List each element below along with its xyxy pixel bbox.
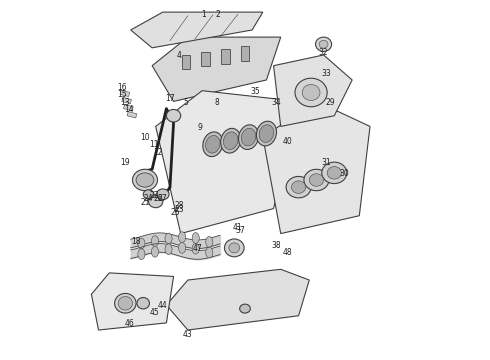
Ellipse shape <box>138 249 145 260</box>
Ellipse shape <box>192 243 199 254</box>
Ellipse shape <box>316 37 332 51</box>
Ellipse shape <box>292 181 306 193</box>
Ellipse shape <box>132 169 157 191</box>
Text: 19: 19 <box>121 158 130 167</box>
Ellipse shape <box>256 121 276 146</box>
Text: 17: 17 <box>165 94 175 103</box>
Ellipse shape <box>138 238 145 249</box>
Text: 2: 2 <box>216 10 220 19</box>
Ellipse shape <box>165 244 172 255</box>
Ellipse shape <box>178 232 186 243</box>
Text: 41: 41 <box>232 222 242 231</box>
Text: 28: 28 <box>174 201 184 210</box>
Bar <box>221 49 230 64</box>
Ellipse shape <box>115 293 136 313</box>
Text: 34: 34 <box>271 98 281 107</box>
Ellipse shape <box>286 176 311 198</box>
Ellipse shape <box>203 132 223 157</box>
Text: 30: 30 <box>340 169 349 178</box>
Text: 44: 44 <box>157 301 167 310</box>
Text: 48: 48 <box>282 248 292 257</box>
Ellipse shape <box>229 243 240 253</box>
Ellipse shape <box>309 174 323 186</box>
Text: 5: 5 <box>184 98 189 107</box>
Text: 8: 8 <box>214 98 219 107</box>
Ellipse shape <box>295 78 327 107</box>
Bar <box>182 55 190 69</box>
Ellipse shape <box>206 247 213 258</box>
Polygon shape <box>152 37 281 102</box>
Ellipse shape <box>241 128 256 146</box>
Polygon shape <box>263 102 370 234</box>
Text: 22: 22 <box>149 190 159 199</box>
Ellipse shape <box>206 135 220 153</box>
Text: 45: 45 <box>150 309 160 318</box>
Bar <box>201 52 210 66</box>
Text: 24: 24 <box>143 194 153 203</box>
Text: 43: 43 <box>182 330 192 339</box>
Ellipse shape <box>157 189 169 200</box>
Ellipse shape <box>319 40 328 48</box>
Ellipse shape <box>322 162 347 184</box>
Ellipse shape <box>136 173 154 187</box>
Bar <box>127 112 137 118</box>
Text: 46: 46 <box>125 319 135 328</box>
Ellipse shape <box>259 125 274 143</box>
Text: 25: 25 <box>171 208 180 217</box>
Ellipse shape <box>239 125 259 149</box>
Ellipse shape <box>304 169 329 191</box>
Ellipse shape <box>137 297 149 309</box>
Text: 31: 31 <box>321 158 331 167</box>
Text: 15: 15 <box>117 90 126 99</box>
Polygon shape <box>167 269 309 330</box>
Text: 23: 23 <box>174 205 184 214</box>
Ellipse shape <box>224 239 244 257</box>
Text: 37: 37 <box>236 226 245 235</box>
Text: 10: 10 <box>140 133 150 142</box>
Text: 38: 38 <box>271 240 281 249</box>
Ellipse shape <box>206 237 213 247</box>
Text: 27: 27 <box>157 194 167 203</box>
Ellipse shape <box>143 190 154 199</box>
Text: 47: 47 <box>193 244 203 253</box>
Ellipse shape <box>302 85 320 100</box>
Bar <box>241 46 249 61</box>
Polygon shape <box>156 91 298 234</box>
Text: 9: 9 <box>198 123 203 132</box>
Text: 12: 12 <box>153 148 162 157</box>
Text: 40: 40 <box>282 137 292 146</box>
Ellipse shape <box>240 304 250 313</box>
Text: 18: 18 <box>131 237 141 246</box>
Text: 11: 11 <box>149 140 159 149</box>
Polygon shape <box>131 12 263 48</box>
Ellipse shape <box>151 247 159 257</box>
Ellipse shape <box>327 167 342 179</box>
Ellipse shape <box>118 296 132 310</box>
Bar <box>123 104 133 111</box>
Text: 35: 35 <box>250 87 260 96</box>
Bar <box>120 90 130 96</box>
Text: 1: 1 <box>201 10 206 19</box>
Polygon shape <box>92 273 173 330</box>
Text: 29: 29 <box>325 98 335 107</box>
Polygon shape <box>273 55 352 126</box>
Ellipse shape <box>220 129 241 153</box>
Bar <box>122 97 131 104</box>
Text: 21: 21 <box>140 198 150 207</box>
Ellipse shape <box>167 109 181 122</box>
Text: 4: 4 <box>176 51 181 60</box>
Ellipse shape <box>178 243 186 253</box>
Text: 13: 13 <box>121 98 130 107</box>
Text: 16: 16 <box>117 83 126 92</box>
Text: 32: 32 <box>318 48 328 57</box>
Text: 33: 33 <box>321 69 331 78</box>
Ellipse shape <box>165 233 172 244</box>
Ellipse shape <box>192 233 199 243</box>
Text: 26: 26 <box>154 194 163 203</box>
Ellipse shape <box>148 195 163 208</box>
Text: 14: 14 <box>124 105 134 114</box>
Ellipse shape <box>223 132 238 149</box>
Ellipse shape <box>151 236 159 247</box>
